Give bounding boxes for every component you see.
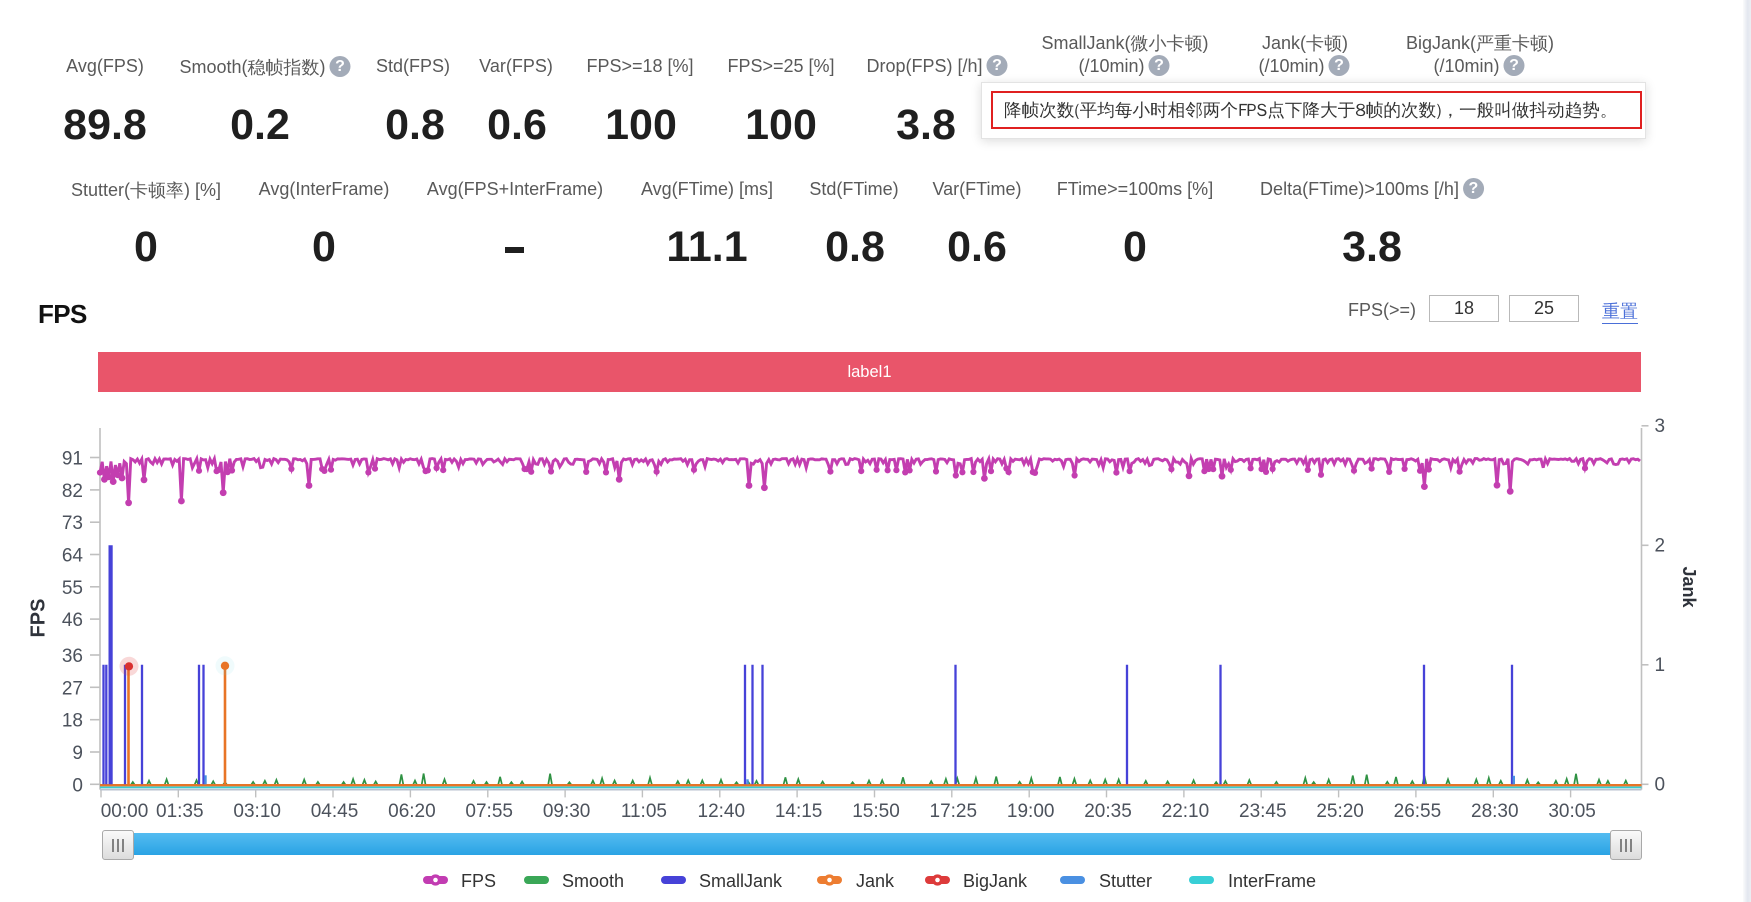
svg-text:0: 0 (72, 775, 83, 796)
svg-text:11:05: 11:05 (621, 801, 667, 822)
svg-text:91: 91 (62, 449, 83, 470)
svg-text:1: 1 (1655, 655, 1666, 676)
svg-text:2: 2 (1655, 535, 1666, 556)
svg-text:12:40: 12:40 (698, 801, 746, 822)
svg-text:36: 36 (62, 646, 83, 667)
svg-text:06:20: 06:20 (388, 801, 436, 822)
svg-text:17:25: 17:25 (930, 801, 978, 822)
svg-text:27: 27 (62, 678, 83, 699)
svg-text:20:35: 20:35 (1084, 801, 1132, 822)
svg-text:01:35: 01:35 (156, 801, 204, 822)
svg-text:15:50: 15:50 (852, 801, 900, 822)
svg-text:04:45: 04:45 (311, 801, 359, 822)
svg-text:55: 55 (62, 578, 83, 599)
svg-text:82: 82 (62, 481, 83, 502)
svg-text:18: 18 (62, 711, 83, 732)
svg-text:19:00: 19:00 (1007, 801, 1055, 822)
svg-text:07:55: 07:55 (465, 801, 513, 822)
svg-text:9: 9 (72, 743, 83, 764)
svg-text:23:45: 23:45 (1239, 801, 1287, 822)
svg-text:26:55: 26:55 (1394, 801, 1442, 822)
svg-text:14:15: 14:15 (775, 801, 823, 822)
svg-text:73: 73 (62, 513, 83, 534)
svg-text:0: 0 (1655, 774, 1666, 795)
svg-text:28:30: 28:30 (1471, 801, 1519, 822)
svg-text:64: 64 (62, 546, 84, 567)
svg-text:09:30: 09:30 (543, 801, 591, 822)
svg-text:25:20: 25:20 (1316, 801, 1364, 822)
svg-text:46: 46 (62, 610, 83, 631)
svg-text:3: 3 (1655, 416, 1666, 437)
svg-text:FPS: FPS (28, 599, 50, 638)
svg-text:03:10: 03:10 (233, 801, 281, 822)
svg-text:00:00: 00:00 (101, 801, 149, 822)
svg-text:Jank: Jank (1679, 566, 1699, 608)
svg-text:30:05: 30:05 (1548, 801, 1596, 822)
svg-text:22:10: 22:10 (1162, 801, 1210, 822)
